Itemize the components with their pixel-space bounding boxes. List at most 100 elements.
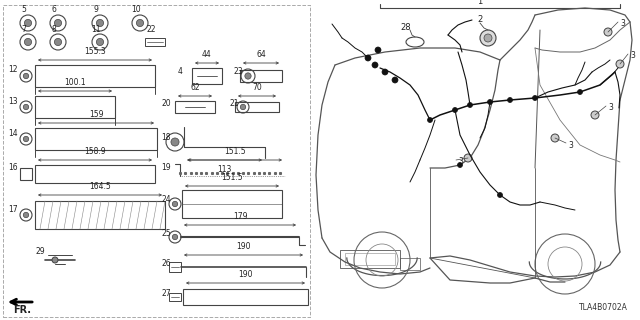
Text: 190: 190 <box>236 242 251 251</box>
Circle shape <box>532 95 538 100</box>
Text: 17: 17 <box>8 204 18 213</box>
Circle shape <box>365 55 371 61</box>
Text: 158.9: 158.9 <box>84 147 106 156</box>
Circle shape <box>23 136 29 142</box>
Circle shape <box>551 134 559 142</box>
Circle shape <box>52 257 58 263</box>
Text: 28: 28 <box>401 22 412 31</box>
Circle shape <box>467 102 472 108</box>
Circle shape <box>480 30 496 46</box>
Circle shape <box>392 77 398 83</box>
Text: 7: 7 <box>22 25 26 34</box>
Text: 2: 2 <box>477 15 483 25</box>
Text: 155.3: 155.3 <box>84 47 106 56</box>
Text: 6: 6 <box>52 5 56 14</box>
Text: 10: 10 <box>131 5 141 14</box>
Text: 9: 9 <box>93 5 99 14</box>
Bar <box>35 165 155 183</box>
Text: 151.5: 151.5 <box>221 173 243 182</box>
Circle shape <box>604 28 612 36</box>
Bar <box>169 293 181 301</box>
Text: 179: 179 <box>233 212 247 221</box>
Bar <box>235 102 279 112</box>
Text: 16: 16 <box>8 164 18 172</box>
Circle shape <box>23 212 29 218</box>
Text: 13: 13 <box>8 97 18 106</box>
Bar <box>345 253 395 265</box>
Circle shape <box>464 154 472 162</box>
Bar <box>340 250 400 268</box>
Text: 29: 29 <box>35 247 45 257</box>
Circle shape <box>24 38 31 46</box>
Circle shape <box>497 193 502 197</box>
Circle shape <box>245 73 251 79</box>
Circle shape <box>616 60 624 68</box>
Bar <box>183 289 308 305</box>
Circle shape <box>97 20 104 27</box>
Text: 3: 3 <box>620 20 625 28</box>
Text: 22: 22 <box>147 25 156 34</box>
Text: 164.5: 164.5 <box>89 182 111 191</box>
Text: 14: 14 <box>8 129 18 138</box>
Bar <box>175 101 215 113</box>
Circle shape <box>375 47 381 53</box>
Circle shape <box>136 20 143 27</box>
Bar <box>169 262 181 272</box>
Text: TLA4B0702A: TLA4B0702A <box>579 303 628 312</box>
Text: 3: 3 <box>608 103 613 113</box>
Text: 151.5: 151.5 <box>224 147 246 156</box>
Circle shape <box>172 234 178 240</box>
Text: FR.: FR. <box>13 305 31 315</box>
Bar <box>400 258 420 270</box>
Circle shape <box>97 38 104 46</box>
Circle shape <box>54 38 61 46</box>
Circle shape <box>24 20 31 27</box>
Circle shape <box>171 138 179 146</box>
Bar <box>35 201 165 229</box>
Bar <box>35 128 157 150</box>
Bar <box>192 68 222 84</box>
Bar <box>3 5 310 317</box>
Bar <box>35 65 155 87</box>
Circle shape <box>577 90 582 94</box>
Text: 12: 12 <box>8 66 17 75</box>
Text: 159: 159 <box>89 110 103 119</box>
Text: 3: 3 <box>568 140 573 149</box>
Text: 23: 23 <box>234 68 244 76</box>
Text: 5: 5 <box>22 5 26 14</box>
Circle shape <box>23 104 29 110</box>
Circle shape <box>458 163 463 167</box>
Text: 4: 4 <box>178 68 183 76</box>
Text: 25: 25 <box>161 228 171 237</box>
Text: 62: 62 <box>190 83 200 92</box>
Circle shape <box>172 201 178 207</box>
Circle shape <box>484 34 492 42</box>
Text: 26: 26 <box>161 259 171 268</box>
Bar <box>20 168 32 180</box>
Bar <box>35 96 115 118</box>
Bar <box>182 190 282 218</box>
Circle shape <box>240 104 246 110</box>
Circle shape <box>488 100 493 105</box>
Text: 44: 44 <box>202 50 212 59</box>
Text: 18: 18 <box>161 133 170 142</box>
Text: 3: 3 <box>458 157 463 166</box>
Text: 27: 27 <box>161 289 171 298</box>
Text: 11: 11 <box>92 25 100 34</box>
Text: 8: 8 <box>52 25 56 34</box>
Bar <box>145 38 165 46</box>
Bar <box>240 70 282 82</box>
Text: 20: 20 <box>161 99 171 108</box>
Text: 70: 70 <box>252 83 262 92</box>
Text: 19: 19 <box>161 164 171 172</box>
Circle shape <box>23 73 29 79</box>
Circle shape <box>591 111 599 119</box>
Text: 21: 21 <box>229 99 239 108</box>
Text: 100.1: 100.1 <box>64 78 86 87</box>
Circle shape <box>382 69 388 75</box>
Text: 24: 24 <box>161 196 171 204</box>
Text: 190: 190 <box>238 270 253 279</box>
Circle shape <box>372 62 378 68</box>
Text: 1: 1 <box>477 0 483 6</box>
Text: 113: 113 <box>218 165 232 174</box>
